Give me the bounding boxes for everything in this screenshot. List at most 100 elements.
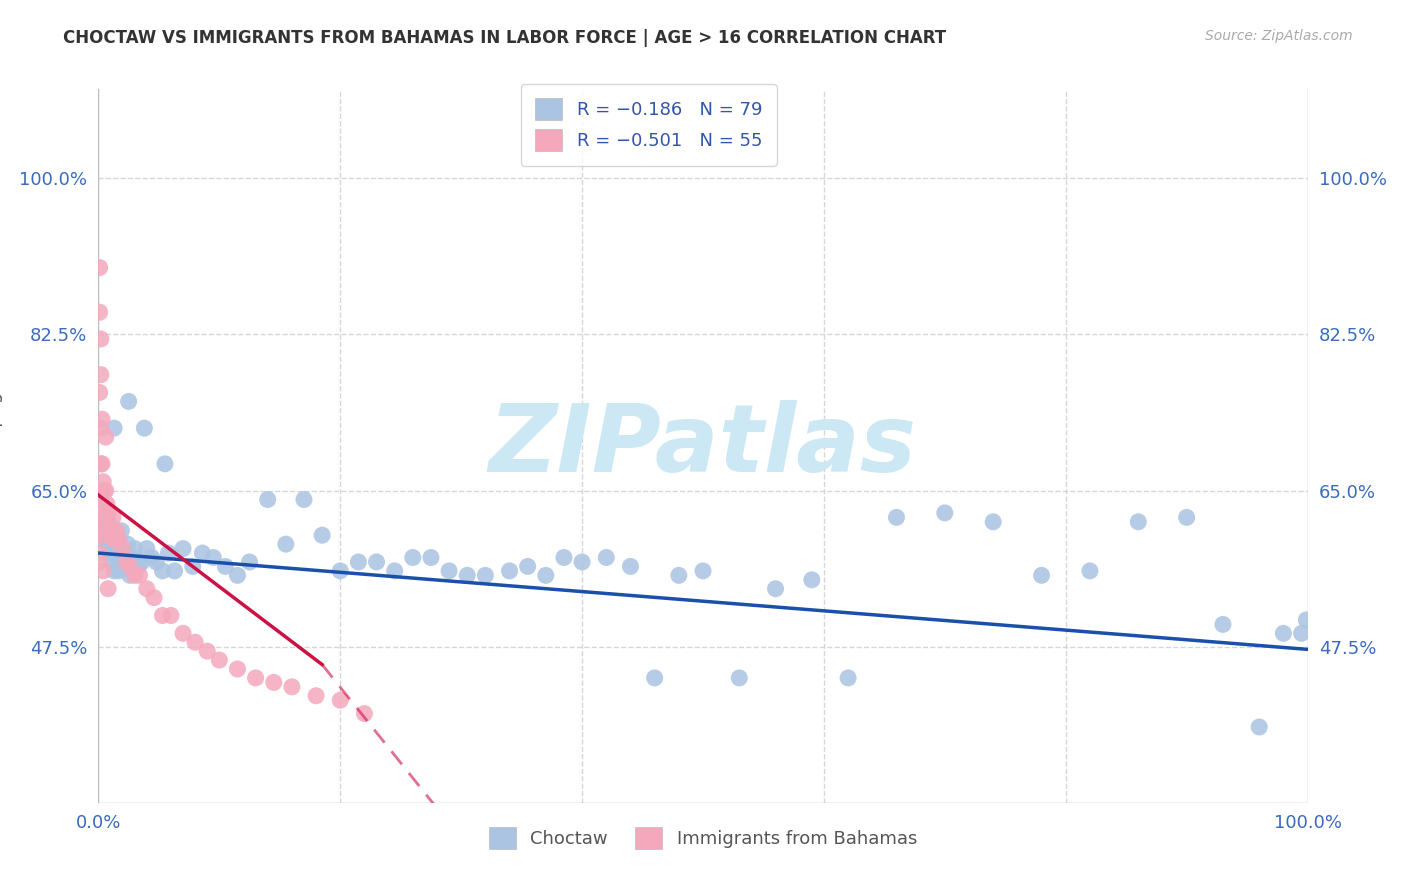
Point	[118, 394, 141, 409]
Point	[90, 368, 112, 382]
Point	[118, 568, 141, 582]
Point	[90, 421, 112, 435]
Point	[110, 524, 132, 538]
Point	[366, 555, 388, 569]
Point	[245, 671, 267, 685]
Point	[98, 519, 121, 533]
Point	[100, 555, 122, 569]
Point	[226, 568, 249, 582]
Point	[89, 546, 111, 560]
Point	[384, 564, 406, 578]
Point	[1078, 564, 1101, 578]
Point	[98, 546, 121, 560]
Point	[353, 706, 375, 721]
Text: Source: ZipAtlas.com: Source: ZipAtlas.com	[1205, 29, 1353, 43]
Point	[101, 510, 124, 524]
Text: ZIPatlas: ZIPatlas	[489, 400, 917, 492]
Point	[195, 644, 218, 658]
Point	[263, 675, 285, 690]
Point	[305, 689, 328, 703]
Point	[619, 559, 641, 574]
Point	[437, 564, 460, 578]
Point	[239, 555, 262, 569]
Point	[157, 546, 180, 560]
Point	[89, 528, 111, 542]
Point	[145, 555, 167, 569]
Point	[498, 564, 520, 578]
Point	[94, 524, 117, 538]
Text: CHOCTAW VS IMMIGRANTS FROM BAHAMAS IN LABOR FORCE | AGE > 16 CORRELATION CHART: CHOCTAW VS IMMIGRANTS FROM BAHAMAS IN LA…	[63, 29, 946, 46]
Point	[800, 573, 823, 587]
Point	[111, 550, 134, 565]
Point	[114, 559, 136, 574]
Point	[91, 528, 114, 542]
Point	[595, 550, 617, 565]
Point	[128, 568, 150, 582]
Point	[1212, 617, 1234, 632]
Point	[121, 550, 143, 565]
Point	[981, 515, 1004, 529]
Point	[117, 537, 139, 551]
Point	[103, 533, 125, 547]
Point	[135, 541, 157, 556]
Point	[292, 492, 315, 507]
Point	[202, 550, 225, 565]
Point	[256, 492, 278, 507]
Point	[516, 559, 538, 574]
Point	[107, 550, 129, 565]
Point	[934, 506, 956, 520]
Point	[329, 564, 352, 578]
Point	[1175, 510, 1198, 524]
Point	[108, 541, 131, 556]
Point	[90, 332, 112, 346]
Point	[100, 528, 122, 542]
Point	[765, 582, 787, 596]
Point	[141, 550, 163, 565]
Point	[91, 412, 114, 426]
Point	[160, 608, 183, 623]
Point	[118, 559, 141, 574]
Point	[124, 568, 146, 582]
Point	[97, 582, 120, 596]
Point	[134, 421, 156, 435]
Point	[108, 564, 131, 578]
Point	[214, 559, 236, 574]
Point	[1291, 626, 1313, 640]
Point	[91, 457, 114, 471]
Point	[89, 385, 111, 400]
Point	[94, 483, 117, 498]
Legend: Choctaw, Immigrants from Bahamas: Choctaw, Immigrants from Bahamas	[479, 818, 927, 858]
Point	[94, 515, 117, 529]
Point	[90, 492, 112, 507]
Point	[274, 537, 297, 551]
Point	[105, 524, 128, 538]
Point	[96, 537, 118, 551]
Point	[108, 533, 131, 547]
Point	[456, 568, 478, 582]
Point	[100, 528, 122, 542]
Point	[226, 662, 249, 676]
Point	[1031, 568, 1053, 582]
Point	[474, 568, 496, 582]
Point	[837, 671, 859, 685]
Point	[89, 305, 111, 319]
Point	[91, 515, 114, 529]
Point	[184, 635, 207, 649]
Point	[104, 546, 127, 560]
Point	[886, 510, 908, 524]
Point	[191, 546, 214, 560]
Point	[152, 564, 174, 578]
Point	[181, 559, 204, 574]
Point	[124, 541, 146, 556]
Point	[103, 421, 125, 435]
Point	[420, 550, 443, 565]
Point	[1128, 515, 1150, 529]
Point	[91, 564, 114, 578]
Point	[97, 506, 120, 520]
Point	[89, 555, 111, 569]
Point	[89, 492, 111, 507]
Point	[115, 555, 138, 569]
Point	[96, 497, 118, 511]
Point	[97, 515, 120, 529]
Point	[143, 591, 166, 605]
